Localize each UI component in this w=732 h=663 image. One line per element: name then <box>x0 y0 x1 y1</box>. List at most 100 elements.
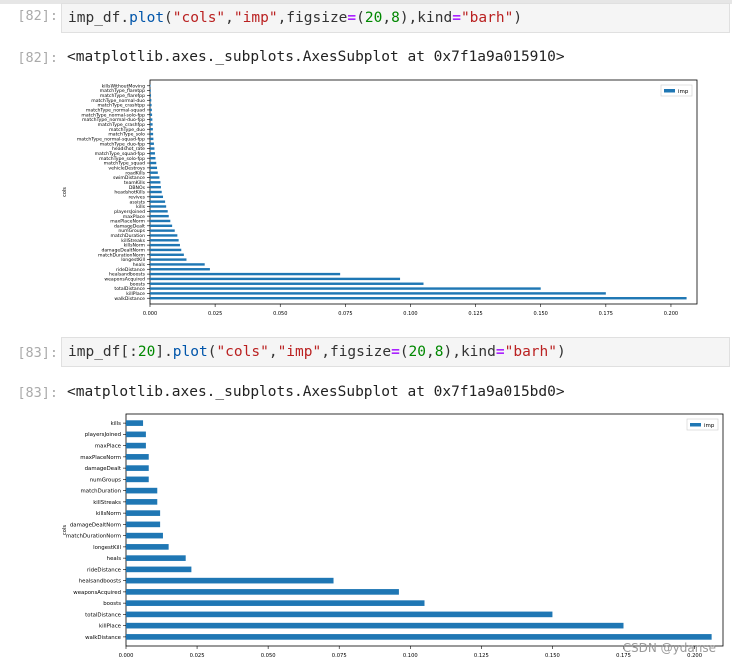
ytick-label-playersJoined: playersJoined <box>85 432 121 438</box>
ytick-label-matchDuration: matchDuration <box>81 489 121 495</box>
code-token: , <box>277 10 287 26</box>
ytick-label-playersJoined: playersJoined <box>114 209 145 215</box>
code-token: plot <box>172 344 208 360</box>
legend-label: imp <box>704 423 715 429</box>
bar-matchType_normal-duo-fpp <box>150 118 153 121</box>
code-token: , <box>225 10 234 26</box>
bar-damageDealt <box>150 224 173 228</box>
ytick-label-killPlace: killPlace <box>126 291 145 297</box>
code-cell-82[interactable]: imp_df.plot("cols","imp",figsize=(20,8),… <box>61 3 730 33</box>
bar-killStreaks <box>126 499 158 505</box>
code-token: , <box>382 10 392 26</box>
ytick-label-boosts: boosts <box>103 601 121 607</box>
xtick-label-0.200: 0.200 <box>687 653 702 659</box>
bar-longestKill <box>126 544 169 550</box>
axes-frame <box>149 79 698 305</box>
bar-DBNOs <box>150 185 161 189</box>
xtick-label-0.125: 0.125 <box>468 311 482 317</box>
ytick-label-vehicleDestroys: vehicleDestroys <box>108 165 145 171</box>
code-token: 8 <box>434 344 444 360</box>
xtick-label-0.175: 0.175 <box>599 311 613 317</box>
ytick-label-matchDurationNorm: matchDurationNorm <box>98 252 146 258</box>
bar-walkDistance <box>150 297 687 300</box>
output-text-82: <matplotlib.axes._subplots.AxesSubplot a… <box>67 49 565 65</box>
ytick-label-damageDealt: damageDealt <box>114 223 145 229</box>
code-line-82[interactable]: imp_df.plot("cols","imp",figsize=(20,8),… <box>68 10 522 26</box>
ytick-label-killsWithoutMoving: killsWithoutMoving <box>102 83 146 89</box>
bar-matchType_normal-duo <box>150 99 152 102</box>
bar-revives <box>150 195 164 199</box>
code-token: imp_df <box>68 10 121 26</box>
code-line-83[interactable]: imp_df[:20].plot("cols","imp",figsize=(2… <box>68 344 566 360</box>
bar-matchDuration <box>126 487 158 494</box>
ylabel: cols <box>62 187 68 197</box>
ytick-label-matchType_squad-fpp: matchType_squad-fpp <box>95 151 146 157</box>
bar-killsWithoutMoving <box>150 84 151 87</box>
bar-maxPlaceNorm <box>126 454 149 460</box>
bar-weaponsAcquired <box>150 277 401 281</box>
code-token: = <box>347 10 357 26</box>
legend-box <box>686 418 719 431</box>
ytick-label-walkDistance: walkDistance <box>114 296 145 302</box>
ytick-label-numGroups: numGroups <box>118 228 145 234</box>
bar-matchDuration <box>150 234 178 237</box>
bar-matchType_squad-fpp <box>150 152 155 155</box>
ytick-label-matchType_normal-solo-fpp: matchType_normal-solo-fpp <box>81 112 145 118</box>
bar-killsNorm <box>126 510 161 516</box>
ytick-label-longestKill: longestKill <box>121 257 145 263</box>
bar-totalDistance <box>126 611 553 618</box>
ytick-label-killsNorm: killsNorm <box>124 243 146 249</box>
code-token: ( <box>164 10 173 26</box>
ytick-label-damageDealt: damageDealt <box>85 466 121 472</box>
output-text-83: <matplotlib.axes._subplots.AxesSubplot a… <box>67 384 565 400</box>
code-token: "imp" <box>233 10 278 26</box>
bar-kills <box>150 205 167 208</box>
xtick-label-0.100: 0.100 <box>403 653 418 659</box>
xtick-label-0.075: 0.075 <box>338 311 352 317</box>
bar-damageDealtNorm <box>126 521 161 528</box>
bar-maxPlaceNorm <box>150 219 171 223</box>
bar-healsandboosts <box>126 577 334 584</box>
ytick-label-maxPlace: maxPlace <box>123 214 145 220</box>
code-token: "barh" <box>504 344 557 360</box>
bar-matchType_duo-fpp <box>150 142 154 145</box>
xtick-label-0.000: 0.000 <box>143 311 157 317</box>
bar-heals <box>150 263 205 266</box>
code-token: = <box>452 10 461 26</box>
ytick-label-killStreaks: killStreaks <box>93 500 121 506</box>
ytick-label-kills: kills <box>111 421 122 427</box>
input-prompt-83: [83]: <box>17 345 58 361</box>
ytick-label-headshot_rate: headshot_rate <box>112 146 145 152</box>
bar-kills <box>126 420 144 426</box>
watermark: CSDN @ydanse <box>622 641 716 655</box>
bar-matchType_normal-squad-fpp <box>150 137 154 141</box>
bar-vehicleDestroys <box>150 166 158 170</box>
scrolled-cell-edge <box>0 0 732 4</box>
code-token: , <box>408 10 418 26</box>
bar-matchType_crashtpp <box>150 103 152 107</box>
code-token: , <box>426 344 435 360</box>
ytick-label-healsandboosts: healsandboosts <box>79 579 121 585</box>
xtick-label-0.075: 0.075 <box>332 653 347 659</box>
bar-killStreaks <box>150 239 179 242</box>
code-token: ] <box>155 344 165 360</box>
bar-headshot_rate <box>150 147 155 150</box>
xtick-label-0.100: 0.100 <box>403 311 417 317</box>
code-token: "cols" <box>172 10 226 26</box>
code-cell-83[interactable]: imp_df[:20].plot("cols","imp",figsize=(2… <box>61 337 730 367</box>
ytick-label-boosts: boosts <box>130 281 146 287</box>
ytick-label-headshotKills: headshotKills <box>114 190 145 196</box>
code-token: = <box>391 344 400 360</box>
code-token: figsize <box>329 344 392 360</box>
code-token: ) <box>513 10 523 26</box>
code-token: 20 <box>137 344 156 360</box>
code-token: ) <box>399 10 409 26</box>
xtick-label-0.175: 0.175 <box>616 653 631 659</box>
legend-swatch <box>690 423 701 427</box>
ytick-label-healsandboosts: healsandboosts <box>109 272 146 278</box>
code-token: plot <box>129 10 165 26</box>
bar-boosts <box>150 282 424 285</box>
ytick-label-matchDuration: matchDuration <box>111 233 146 239</box>
bar-matchType_flarefpp <box>150 94 152 97</box>
bar-matchType_normal-solo-fpp <box>150 113 153 116</box>
